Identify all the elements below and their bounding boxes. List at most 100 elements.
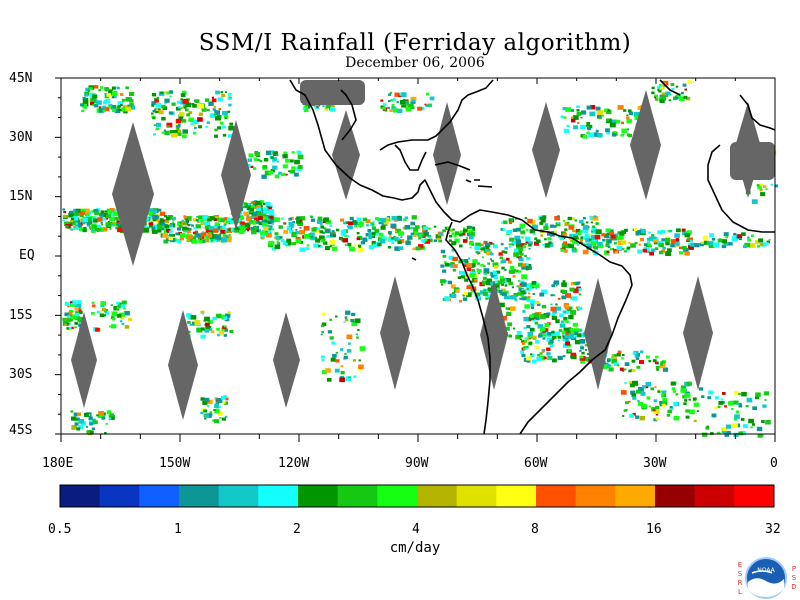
rain-cell — [321, 370, 327, 375]
rain-cell — [295, 238, 302, 244]
rain-cell — [534, 283, 540, 288]
rain-cell — [621, 128, 628, 134]
rain-cell — [209, 219, 213, 222]
rain-cell — [713, 242, 720, 248]
rain-cell — [499, 256, 503, 260]
rain-cell — [222, 125, 226, 129]
island-coast — [477, 185, 493, 188]
rain-cell — [99, 313, 105, 318]
rain-cell — [374, 228, 380, 233]
rain-cell — [108, 212, 112, 216]
rain-cell — [453, 235, 457, 238]
rain-cell — [422, 228, 428, 233]
rain-cell — [74, 321, 78, 325]
rain-cell — [118, 102, 122, 105]
rain-cell — [152, 116, 156, 120]
rain-cell — [207, 320, 213, 325]
rain-cell — [569, 233, 575, 239]
rain-cell — [686, 238, 690, 241]
rain-cell — [129, 99, 134, 103]
rain-cell — [62, 320, 68, 325]
rain-cell — [103, 106, 110, 112]
rain-cell — [585, 238, 591, 243]
rain-cell — [274, 244, 281, 249]
rain-cell — [572, 115, 579, 120]
rain-cell — [72, 221, 78, 226]
rain-cell — [535, 340, 540, 344]
rain-cell — [247, 158, 253, 162]
rain-cell — [243, 211, 249, 216]
rain-cell — [521, 265, 527, 270]
rain-cell — [527, 334, 533, 339]
rain-cell — [588, 132, 595, 138]
rain-cell — [149, 222, 154, 226]
rain-cell — [155, 128, 158, 131]
rain-cell — [185, 108, 189, 112]
rain-cell — [411, 106, 415, 109]
rain-cell — [646, 355, 650, 359]
rain-cell — [343, 321, 346, 323]
rain-cell — [387, 106, 390, 109]
rain-cell — [567, 330, 570, 333]
rain-cell — [502, 228, 506, 231]
rain-cell — [516, 240, 522, 245]
noaa-seal-icon: NOAA — [745, 557, 787, 599]
rain-cell — [625, 401, 629, 405]
rain-cell — [634, 241, 638, 245]
rain-cell — [224, 91, 227, 93]
rain-cell — [653, 241, 658, 245]
rain-cell — [103, 99, 109, 104]
rain-cell — [568, 334, 574, 339]
rain-cell — [680, 385, 686, 390]
rain-cell — [221, 94, 226, 98]
rain-cell — [111, 86, 116, 90]
rain-cell — [758, 238, 764, 243]
rain-cell — [440, 279, 446, 284]
rain-cell — [195, 224, 201, 229]
rain-cell — [210, 330, 215, 334]
rain-cell — [554, 331, 560, 336]
rain-cell — [483, 265, 486, 268]
rain-cell — [410, 221, 415, 226]
rain-cell — [561, 320, 565, 323]
rain-cell — [635, 357, 640, 360]
rain-cell — [385, 217, 389, 220]
rain-cell — [536, 239, 541, 243]
rain-cell — [384, 109, 388, 112]
rain-cell — [263, 210, 268, 214]
rain-cell — [659, 89, 663, 92]
rain-cell — [101, 223, 104, 226]
rain-cell — [595, 129, 599, 133]
rain-cell — [519, 243, 525, 247]
rain-cell — [637, 404, 641, 407]
rain-cell — [258, 221, 263, 225]
rain-cell — [705, 426, 710, 430]
map-date: December 06, 2006 — [345, 55, 485, 71]
rain-cell — [100, 210, 105, 214]
rain-cell — [462, 239, 468, 243]
rain-cell — [204, 221, 210, 226]
rain-cell — [770, 183, 773, 186]
rain-cell — [568, 315, 574, 320]
rain-cell — [287, 241, 292, 245]
rain-cell — [90, 229, 96, 233]
rain-cell — [564, 222, 570, 227]
rain-cell — [588, 233, 592, 236]
rain-cell — [520, 230, 526, 235]
rain-cell — [70, 326, 74, 330]
rain-cell — [212, 419, 215, 422]
rain-cell — [531, 318, 535, 322]
rain-cell — [263, 207, 269, 211]
rain-cell — [570, 354, 575, 359]
rain-cell — [121, 322, 125, 325]
rain-cell — [688, 245, 694, 250]
rain-cell — [229, 329, 234, 334]
rain-cell — [617, 236, 622, 241]
colorbar-tick-label: 0.5 — [48, 522, 72, 537]
rain-cell — [470, 263, 476, 268]
rain-cell — [482, 280, 488, 285]
rain-cell — [73, 211, 80, 217]
rain-cell — [673, 416, 679, 421]
rain-cell — [171, 102, 176, 106]
rain-cell — [239, 223, 243, 226]
